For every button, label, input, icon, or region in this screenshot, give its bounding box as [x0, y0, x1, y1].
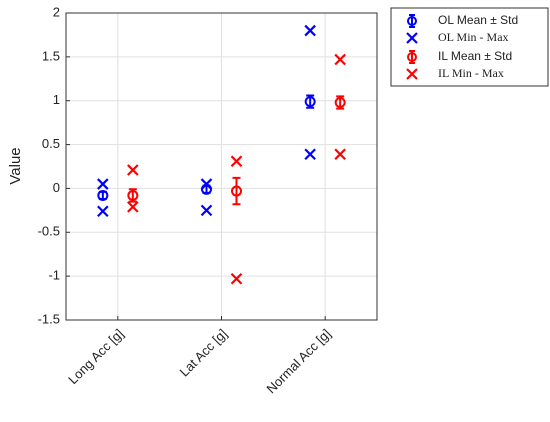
y-tick-label: -1 — [48, 268, 60, 283]
legend-label: OL Min - Max — [438, 30, 509, 44]
y-tick-label: -0.5 — [38, 224, 60, 239]
mean-marker — [97, 189, 109, 201]
y-tick-label: 1.5 — [42, 48, 60, 63]
error-bar — [232, 176, 241, 206]
y-tick-label: 2 — [53, 4, 60, 19]
legend-label: OL Mean ± Std — [438, 13, 518, 27]
max-marker — [127, 164, 139, 176]
y-tick-label: 0.5 — [42, 136, 60, 151]
y-tick-label: 1 — [53, 92, 60, 107]
legend-box — [390, 7, 549, 87]
max-marker — [334, 53, 346, 66]
min-marker — [334, 148, 346, 160]
mean-marker — [334, 96, 346, 108]
legend-marker — [406, 68, 418, 80]
mean-marker — [127, 189, 139, 201]
min-marker — [127, 201, 139, 213]
legend-marker — [407, 52, 417, 62]
legend-label: IL Min - Max — [438, 66, 504, 80]
y-axis-label: Value — [7, 147, 24, 184]
min-marker — [304, 148, 316, 160]
max-marker — [97, 178, 109, 190]
y-tick-label: -1.5 — [38, 311, 60, 326]
mean-marker — [231, 185, 242, 197]
min-marker — [200, 204, 213, 217]
mean-marker — [304, 96, 316, 108]
max-marker — [200, 178, 213, 190]
min-marker — [230, 272, 243, 285]
y-tick-label: 0 — [53, 180, 60, 195]
legend-label: IL Mean ± Std — [438, 49, 512, 63]
legend-marker — [406, 32, 418, 44]
legend-marker — [407, 16, 417, 26]
plot-frame — [65, 12, 378, 321]
max-marker — [230, 155, 243, 168]
min-marker — [97, 205, 109, 218]
max-marker — [304, 24, 316, 37]
